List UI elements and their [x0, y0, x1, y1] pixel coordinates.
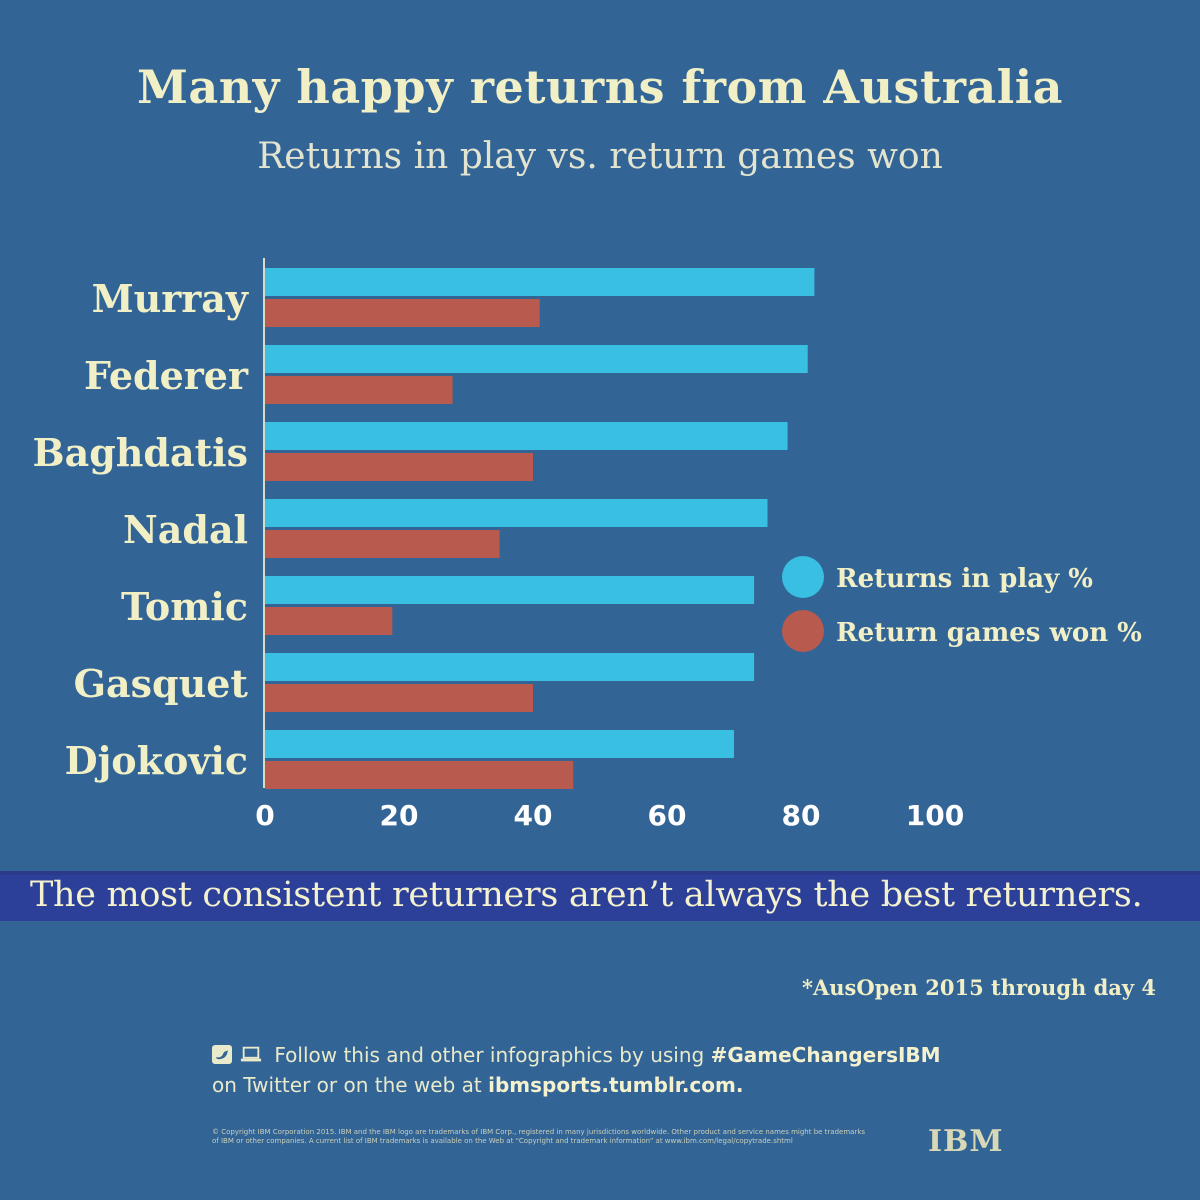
legend-label-returns-in-play: Returns in play % [836, 564, 1093, 594]
bar-djokovic-returns-in-play [265, 730, 734, 758]
bar-federer-return-games-won [265, 376, 453, 404]
player-label-federer: Federer [84, 353, 249, 398]
x-tick-label: 20 [380, 799, 419, 832]
bar-nadal-returns-in-play [265, 499, 768, 527]
bar-gasquet-returns-in-play [265, 653, 755, 681]
bar-chart: Murray Federer Baghdatis Nadal Tomic Gasquet D… [32, 258, 1142, 832]
x-tick-label: 40 [514, 799, 553, 832]
follow-text: Follow this and other infographics by us… [274, 1043, 711, 1067]
follow-info: Follow this and other infographics by us… [212, 1040, 1112, 1100]
player-label-baghdatis: Baghdatis [32, 430, 248, 475]
bar-tomic-returns-in-play [265, 576, 755, 604]
player-label-nadal: Nadal [123, 507, 248, 552]
copyright-notice: © Copyright IBM Corporation 2015. IBM an… [212, 1128, 866, 1145]
player-label-murray: Murray [92, 276, 249, 321]
bar-tomic-return-games-won [265, 607, 393, 635]
bar-gasquet-return-games-won [265, 684, 533, 712]
bar-federer-returns-in-play [265, 345, 808, 373]
bar-murray-returns-in-play [265, 268, 815, 296]
bar-djokovic-return-games-won [265, 761, 574, 789]
laptop-icon [240, 1046, 262, 1062]
x-tick-label: 60 [648, 799, 687, 832]
legend-label-return-games-won: Return games won % [836, 618, 1142, 648]
ibm-logo: IBM [928, 1124, 1004, 1159]
chart-subtitle: Returns in play vs. return games won [257, 136, 943, 177]
x-tick-label: 80 [782, 799, 821, 832]
bar-baghdatis-returns-in-play [265, 422, 788, 450]
player-label-tomic: Tomic [121, 584, 248, 629]
bar-baghdatis-return-games-won [265, 453, 533, 481]
twitter-icon [212, 1045, 232, 1064]
follow-text-2: on Twitter or on the web at [212, 1073, 489, 1097]
player-label-gasquet: Gasquet [74, 661, 249, 706]
legend-swatch-return-games-won [782, 610, 824, 652]
legend-swatch-returns-in-play [782, 556, 824, 598]
bar-murray-return-games-won [265, 299, 540, 327]
hashtag[interactable]: #GameChangersIBM [710, 1043, 941, 1067]
conclusion-banner: The most consistent returners aren’t alw… [0, 871, 1200, 921]
footnote: *AusOpen 2015 through day 4 [801, 975, 1156, 1000]
x-tick-label: 100 [906, 799, 964, 832]
website-link[interactable]: ibmsports.tumblr.com. [488, 1073, 744, 1097]
chart-title: Many happy returns from Australia [137, 60, 1063, 114]
bar-nadal-return-games-won [265, 530, 500, 558]
banner-text: The most consistent returners aren’t alw… [30, 875, 1143, 915]
x-tick-label: 0 [255, 799, 274, 832]
player-label-djokovic: Djokovic [65, 738, 248, 783]
